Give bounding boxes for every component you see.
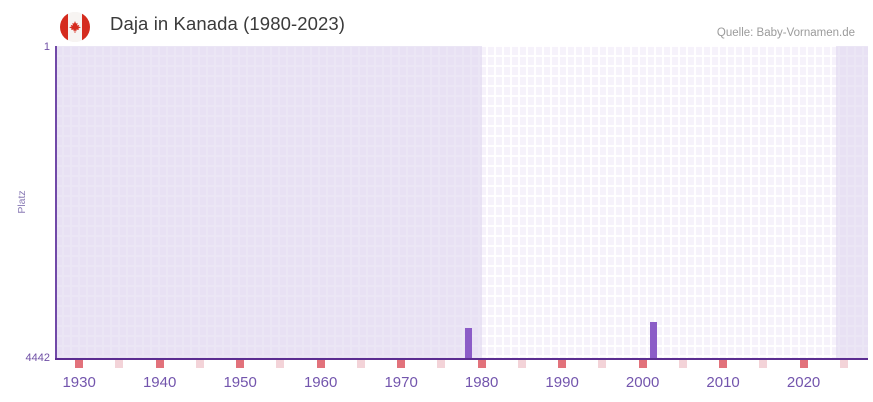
chart-source-label: Quelle: Baby-Vornamen.de xyxy=(716,27,855,39)
x-tick-label-1960: 1960 xyxy=(303,374,338,391)
x-tick-swatch-2025 xyxy=(839,360,848,368)
x-tick-label-1970: 1970 xyxy=(384,374,418,391)
x-tick-label-1940: 1940 xyxy=(142,374,177,391)
x-tick-swatch-1960 xyxy=(316,360,325,368)
bar-1978[interactable] xyxy=(464,328,472,359)
x-tick-swatch-1955 xyxy=(276,360,285,368)
x-tick-swatch-1970 xyxy=(397,360,406,368)
bar-2001[interactable] xyxy=(649,322,657,359)
x-tick-swatch-1980 xyxy=(477,360,486,368)
x-tick-swatch-1975 xyxy=(437,360,446,368)
x-tick-label-1950: 1950 xyxy=(223,374,257,391)
flag-band-right xyxy=(81,12,90,42)
page-title: Daja in Kanada (1980-2023) xyxy=(110,13,346,34)
y-tick-top-label: 1 xyxy=(43,41,50,53)
out-of-range-shade-right xyxy=(835,46,868,359)
x-tick-label-2010: 2010 xyxy=(706,374,740,391)
x-tick-swatch-1995 xyxy=(598,360,607,368)
out-of-range-shade-left xyxy=(55,46,482,359)
y-axis-line xyxy=(55,46,57,359)
x-axis-line xyxy=(55,358,868,360)
x-tick-swatch-1985 xyxy=(517,360,526,368)
x-tick-swatch-2015 xyxy=(759,360,768,368)
x-tick-swatch-2000 xyxy=(638,360,647,368)
x-tick-swatch-1965 xyxy=(356,360,365,368)
x-tick-swatch-1945 xyxy=(195,360,204,368)
x-tick-swatch-2005 xyxy=(678,360,687,368)
x-tick-swatch-1950 xyxy=(236,360,245,368)
y-tick-bottom-label: 4442 xyxy=(25,352,50,364)
x-tick-label-1930: 1930 xyxy=(62,374,96,391)
x-tick-label-1990: 1990 xyxy=(545,374,579,391)
chart-header: Daja in Kanada (1980-2023) Quelle: Baby-… xyxy=(0,0,873,46)
flag-band-left xyxy=(60,12,69,42)
x-tick-swatch-1990 xyxy=(558,360,567,368)
x-tick-swatch-2020 xyxy=(799,360,808,368)
maple-leaf-icon xyxy=(69,21,81,33)
x-tick-label-1980: 1980 xyxy=(464,374,499,391)
x-tick-label-2000: 2000 xyxy=(625,374,660,391)
x-tick-label-2020: 2020 xyxy=(786,374,821,391)
x-tick-swatch-1940 xyxy=(155,360,164,368)
x-tick-swatch-2010 xyxy=(719,360,728,368)
canada-flag-icon xyxy=(60,12,90,42)
plot-area xyxy=(55,46,868,359)
x-tick-swatch-1935 xyxy=(115,360,124,368)
x-tick-swatch-1930 xyxy=(75,360,84,368)
y-axis-title: Platz xyxy=(16,190,28,214)
